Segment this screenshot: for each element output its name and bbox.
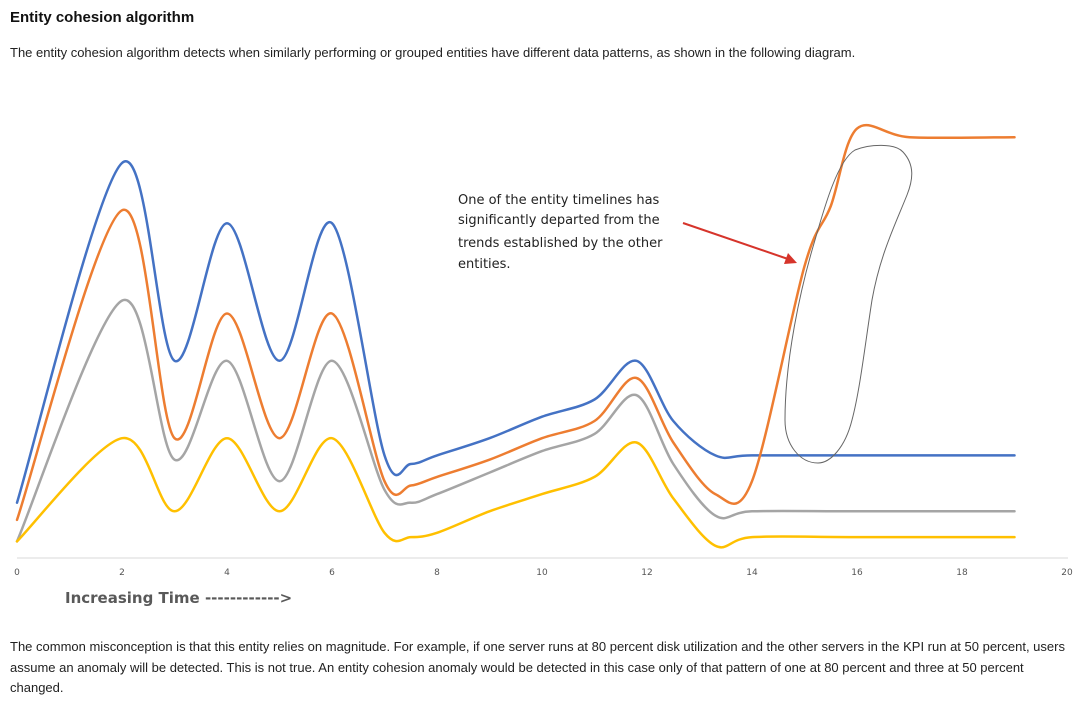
annotation: One of the entity timelines has signific… (458, 193, 663, 272)
x-tick-label: 20 (1061, 568, 1073, 578)
highlight-outline (784, 144, 913, 464)
x-tick-label: 4 (224, 568, 230, 578)
series-line-4 (15, 436, 1016, 549)
annotation-line: trends established by the other (458, 236, 663, 251)
x-tick-label: 6 (329, 568, 335, 578)
series-line-1 (15, 160, 1016, 504)
page-title: Entity cohesion algorithm (10, 9, 195, 26)
x-axis-label: Increasing Time ------------> (65, 589, 292, 607)
x-tick-label: 14 (746, 568, 758, 578)
annotation-arrow-head (784, 253, 797, 264)
annotation-line: entities. (458, 257, 511, 272)
entity-cohesion-chart: 0 2 4 6 8 10 12 14 16 18 20 One of the entity time… (14, 123, 1073, 607)
series-line-3 (15, 298, 1016, 543)
x-tick-label: 16 (851, 568, 863, 578)
annotation-line: significantly departed from the (458, 213, 660, 228)
annotation-arrow-shaft (682, 222, 789, 260)
intro-paragraph: The entity cohesion algorithm detects wh… (10, 45, 856, 60)
annotation-line: One of the entity timelines has (458, 193, 660, 208)
annotation-arrow (682, 222, 797, 264)
x-tick-label: 2 (119, 568, 125, 578)
x-tick-label: 18 (956, 568, 968, 578)
closing-paragraph: The common misconception is that this en… (10, 639, 1065, 695)
x-tick-label: 12 (641, 568, 652, 578)
x-tick-label: 0 (14, 568, 20, 578)
x-tick-label: 10 (536, 568, 548, 578)
series-line-2 (15, 123, 1016, 522)
x-tick-label: 8 (434, 568, 440, 578)
